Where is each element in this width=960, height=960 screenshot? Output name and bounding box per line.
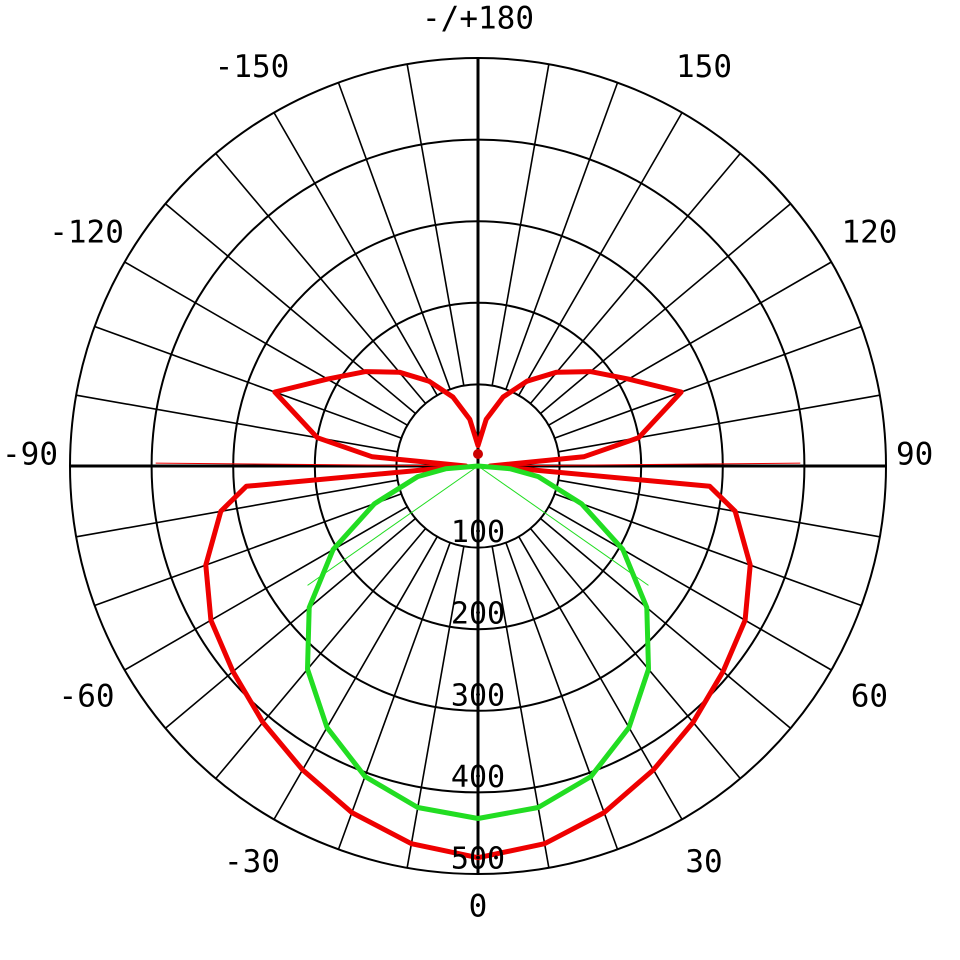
grid-spoke--70 bbox=[94, 493, 402, 607]
polar-grid bbox=[69, 57, 887, 875]
grid-spoke-80 bbox=[558, 479, 880, 538]
labels-layer: 0 30 -30 60 -60 90 -90 120 -120 150 -150 -/+180 100 2… bbox=[2, 1, 933, 925]
grid-spoke--120 bbox=[124, 261, 408, 426]
radial-label-500: 500 bbox=[451, 842, 505, 877]
grid-spoke-120 bbox=[548, 261, 832, 426]
series-1-ray-2 bbox=[477, 462, 801, 467]
angle-label-0: 0 bbox=[469, 889, 488, 925]
center-marker bbox=[473, 449, 483, 459]
grid-spoke--50 bbox=[164, 517, 417, 729]
grid-spoke-20 bbox=[505, 542, 619, 850]
grid-spoke-110 bbox=[554, 325, 862, 439]
grid-spoke-150 bbox=[518, 112, 683, 396]
angle-label-90: 90 bbox=[896, 437, 933, 473]
grid-spoke--100 bbox=[76, 394, 398, 453]
grid-spoke-140 bbox=[529, 152, 741, 405]
angle-label-120: 120 bbox=[841, 215, 897, 251]
series-1-curve bbox=[203, 369, 753, 861]
grid-spoke--20 bbox=[337, 542, 451, 850]
grid-spoke--150 bbox=[273, 112, 438, 396]
radial-label-300: 300 bbox=[451, 678, 505, 713]
grid-spoke--40 bbox=[215, 527, 427, 780]
grid-spoke--30 bbox=[273, 536, 438, 820]
angle-label-neg120: -120 bbox=[49, 215, 124, 251]
angle-label-180: -/+180 bbox=[422, 1, 534, 37]
grid-spoke--110 bbox=[94, 325, 402, 439]
grid-spoke-50 bbox=[539, 517, 792, 729]
grid-spoke-170 bbox=[491, 64, 550, 386]
grid-spoke-60 bbox=[548, 506, 832, 671]
series-layer bbox=[155, 369, 801, 861]
grid-spoke-160 bbox=[505, 82, 619, 390]
grid-spoke-40 bbox=[529, 527, 741, 780]
angle-label-neg90: -90 bbox=[2, 437, 58, 473]
angle-label-60: 60 bbox=[851, 679, 888, 715]
angle-label-neg150: -150 bbox=[215, 49, 290, 85]
grid-spoke--160 bbox=[337, 82, 451, 390]
series-1-ray-1 bbox=[155, 462, 479, 467]
radial-label-100: 100 bbox=[451, 515, 505, 550]
series-2-curve bbox=[305, 463, 651, 821]
grid-spoke-30 bbox=[518, 536, 683, 820]
grid-spoke--80 bbox=[76, 479, 398, 538]
grid-spoke--130 bbox=[164, 203, 417, 415]
radial-label-200: 200 bbox=[451, 597, 505, 632]
grid-spoke--60 bbox=[124, 506, 408, 671]
angle-label-neg30: -30 bbox=[224, 844, 280, 880]
angle-label-neg60: -60 bbox=[59, 679, 115, 715]
grid-spoke--140 bbox=[215, 152, 427, 405]
series-2-ray-2 bbox=[477, 465, 649, 586]
grid-spoke-130 bbox=[539, 203, 792, 415]
grid-spoke--170 bbox=[406, 64, 465, 386]
angle-label-30: 30 bbox=[685, 844, 722, 880]
radial-label-400: 400 bbox=[451, 760, 505, 795]
angle-label-150: 150 bbox=[676, 49, 732, 85]
grid-spoke--10 bbox=[406, 546, 465, 868]
grid-spoke-100 bbox=[558, 394, 880, 453]
grid-spoke-70 bbox=[554, 493, 862, 607]
series-2-ray-1 bbox=[307, 465, 479, 586]
grid-spoke-10 bbox=[491, 546, 550, 868]
